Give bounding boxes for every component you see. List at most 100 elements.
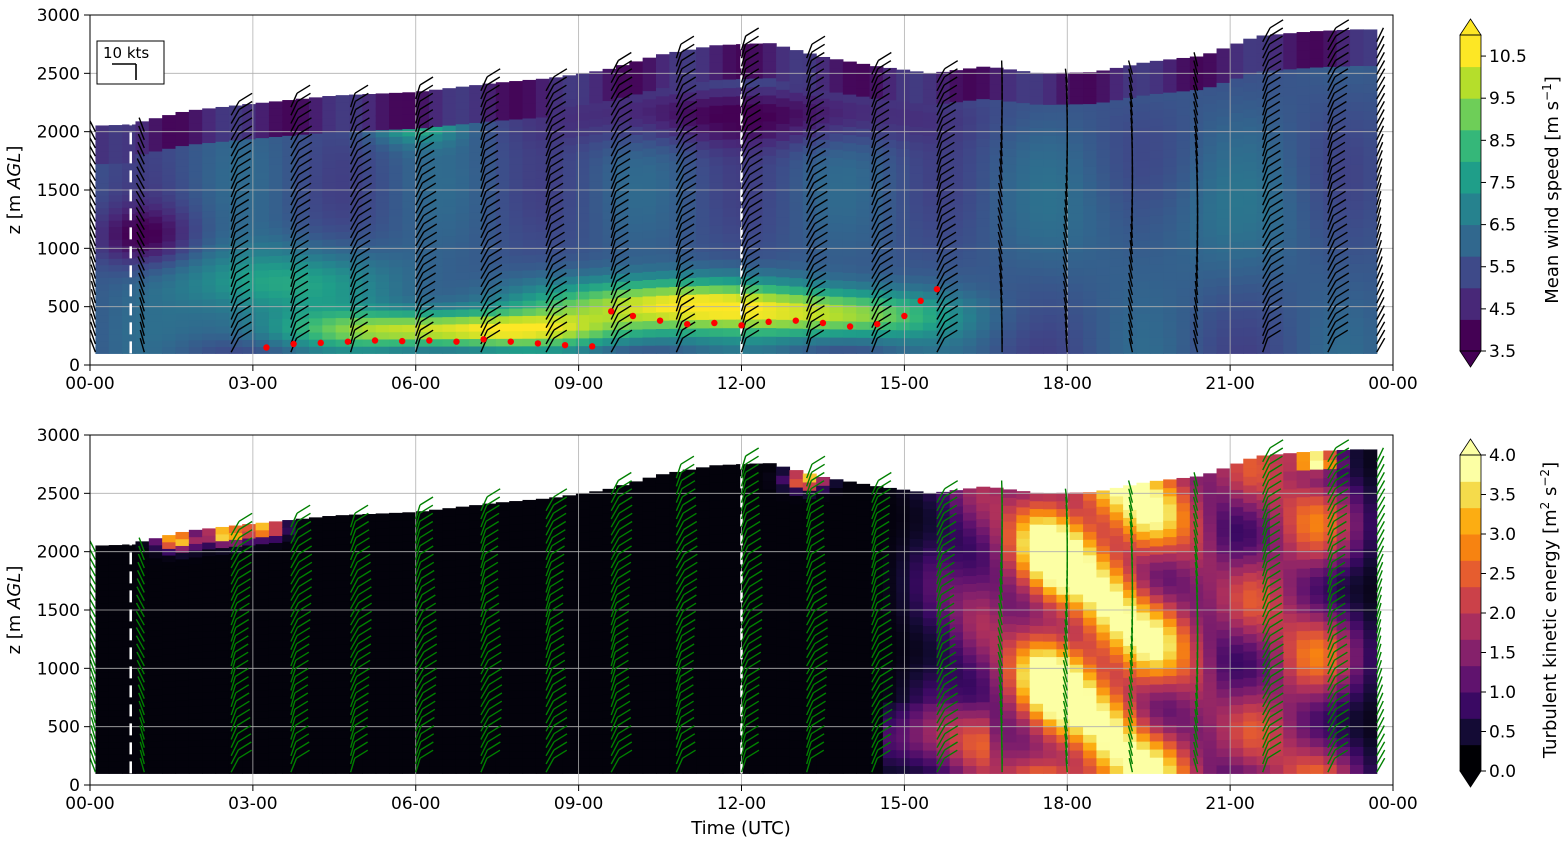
- field-cell: [1069, 158, 1084, 167]
- field-cell: [295, 183, 310, 192]
- wind-barb: [90, 248, 97, 263]
- field-cell: [429, 89, 444, 98]
- field-cell: [1323, 156, 1338, 166]
- field-cell: [896, 140, 911, 150]
- field-cell: [629, 272, 644, 281]
- field-cell: [1363, 245, 1378, 255]
- field-cell: [522, 269, 537, 278]
- field-cell: [429, 214, 444, 223]
- field-cell: [1056, 291, 1071, 300]
- field-cell: [696, 115, 710, 125]
- field-cell: [1269, 300, 1284, 310]
- field-cell: [1016, 71, 1031, 80]
- field-cell: [389, 136, 404, 145]
- field-cell: [1309, 31, 1324, 41]
- field-cell: [1243, 344, 1258, 354]
- wind-barb: [1262, 199, 1270, 214]
- field-cell: [175, 125, 190, 133]
- wind-barb: [740, 60, 747, 75]
- field-cell: [589, 165, 604, 174]
- field-cell: [816, 295, 831, 305]
- field-cell: [989, 91, 1004, 101]
- field-cell: [629, 207, 644, 217]
- wind-barb: [415, 190, 424, 206]
- field-cell: [162, 680, 177, 688]
- field-cell: [255, 339, 270, 347]
- wind-barb: [290, 288, 296, 304]
- wind-barb: [806, 247, 815, 263]
- field-cell: [108, 671, 123, 679]
- field-cell: [362, 94, 377, 102]
- field-cell: [709, 216, 724, 226]
- field-cell: [789, 210, 804, 220]
- wind-barb: [610, 150, 619, 165]
- wind-barb-flag: [614, 207, 629, 217]
- field-cell: [1083, 228, 1098, 237]
- wind-barb-flag: [1334, 239, 1349, 249]
- field-cell: [295, 190, 310, 199]
- field-cell: [442, 132, 457, 141]
- field-cell: [962, 274, 977, 283]
- field-cell: [1029, 220, 1044, 230]
- field-cell: [295, 211, 310, 220]
- colorbar-frame: [1459, 34, 1482, 352]
- field-cell: [162, 313, 177, 321]
- field-cell: [949, 70, 964, 79]
- field-cell: [842, 191, 857, 200]
- field-cell: [1069, 275, 1084, 284]
- wind-barb: [290, 141, 300, 157]
- field-cell: [722, 276, 737, 286]
- field-cell: [135, 663, 150, 671]
- wind-barb: [480, 190, 487, 206]
- field-cell: [202, 346, 217, 354]
- field-cell: [709, 113, 724, 123]
- field-cell: [589, 188, 604, 198]
- field-cell: [562, 183, 577, 192]
- field-cell: [922, 174, 937, 183]
- field-cell: [936, 275, 951, 284]
- field-cell: [1163, 222, 1178, 232]
- wind-barb: [545, 101, 554, 116]
- field-cell: [469, 189, 484, 198]
- field-cell: [255, 269, 270, 278]
- field-cell: [762, 258, 777, 268]
- field-cell: [776, 63, 791, 73]
- field-cell: [922, 252, 937, 261]
- wind-barb: [90, 169, 97, 182]
- field-cell: [535, 170, 550, 179]
- field-cell: [1163, 279, 1178, 289]
- wind-barb-flag: [745, 76, 760, 86]
- field-cell: [402, 128, 417, 137]
- field-cell: [322, 231, 337, 240]
- field-cell: [1136, 240, 1151, 249]
- field-cell: [1309, 66, 1324, 77]
- wind-barb: [871, 239, 881, 255]
- field-cell: [1283, 326, 1298, 337]
- field-cell: [522, 315, 537, 324]
- field-cell: [1309, 201, 1324, 211]
- field-cell: [1269, 193, 1284, 204]
- field-cell: [749, 241, 764, 251]
- wind-barb-flag: [484, 141, 499, 151]
- field-cell: [709, 344, 724, 354]
- wind-barb: [480, 272, 490, 288]
- pbl-height-point: [453, 338, 460, 345]
- wind-barb-flag: [942, 223, 956, 233]
- field-cell: [108, 125, 123, 132]
- wind-barb: [805, 297, 813, 312]
- field-cell: [255, 262, 270, 271]
- field-cell: [776, 46, 791, 56]
- field-cell: [936, 181, 951, 190]
- wind-barb-flag: [1266, 84, 1281, 94]
- field-cell: [135, 676, 150, 684]
- field-cell: [1043, 291, 1057, 300]
- wind-barb-flag: [354, 305, 369, 315]
- field-cell: [562, 121, 577, 130]
- wind-barb: [740, 264, 748, 279]
- field-cell: [1309, 129, 1324, 140]
- wind-barb: [545, 329, 555, 345]
- field-cell: [402, 208, 417, 217]
- field-cell: [1336, 317, 1351, 327]
- field-cell: [882, 242, 897, 251]
- field-cell: [842, 77, 857, 87]
